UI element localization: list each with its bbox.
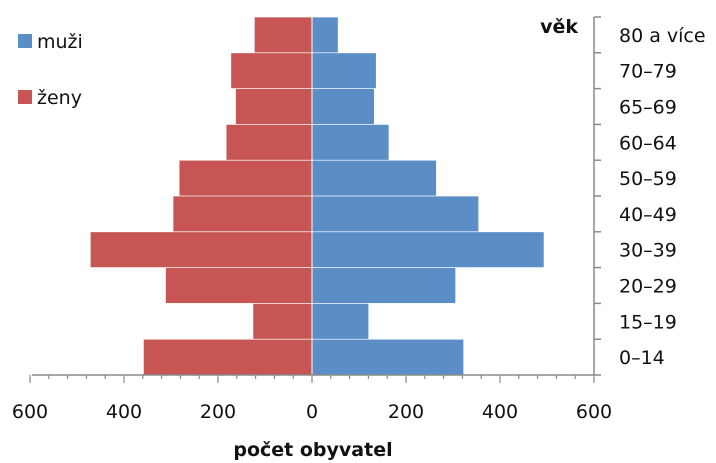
bar-zeny-40-49	[173, 196, 312, 232]
bar-muzi-50-59	[312, 160, 437, 196]
bar-muzi-15-19	[312, 303, 369, 339]
legend-swatch-zeny	[18, 90, 32, 104]
bar-zeny-65-69	[235, 88, 312, 125]
category-label-60-64: 60–64	[619, 132, 677, 154]
category-label-65-69: 65–69	[619, 97, 677, 119]
legend-label-zeny: ženy	[37, 87, 82, 109]
category-label-15-19: 15–19	[619, 311, 677, 333]
legend: muži ženy	[18, 31, 83, 109]
value-tick-label: 0	[306, 401, 318, 423]
value-tick-label: 600	[576, 401, 612, 423]
category-label-70-79: 70–79	[619, 61, 677, 83]
bars-group	[90, 17, 544, 375]
bar-muzi-20-29	[312, 267, 456, 304]
bar-zeny-30-39	[90, 232, 312, 268]
value-tick-label: 400	[106, 401, 142, 423]
value-tick-label: 200	[388, 401, 424, 423]
bar-zeny-50-59	[179, 160, 312, 196]
category-label-50-59: 50–59	[619, 168, 677, 190]
bar-muzi-30-39	[312, 232, 544, 268]
legend-label-muzi: muži	[37, 31, 83, 53]
x-axis-title: počet obyvatel	[233, 439, 392, 461]
category-label-40-49: 40–49	[619, 204, 677, 226]
y-axis-title: věk	[540, 16, 578, 38]
bar-zeny-70-79	[231, 53, 312, 89]
bar-muzi-70-79	[312, 53, 376, 89]
bar-muzi-60-64	[312, 124, 389, 160]
value-tick-label: 400	[482, 401, 518, 423]
labels-group: 0–14 15–19 20–29 30–39 40–49 50–59 60–64 65–69 7…	[12, 25, 706, 423]
bar-muzi-80-a-v-ce	[312, 17, 338, 53]
bar-zeny-0-14	[143, 339, 312, 375]
bar-muzi-0-14	[312, 339, 464, 375]
bar-zeny-60-64	[226, 124, 312, 160]
legend-swatch-muzi	[18, 34, 32, 48]
category-label-20-29: 20–29	[619, 276, 677, 298]
bar-muzi-65-69	[312, 88, 375, 125]
bar-zeny-20-29	[165, 267, 312, 304]
category-label-0-14: 0–14	[619, 347, 665, 369]
bar-zeny-15-19	[253, 303, 312, 339]
category-label-80-a-v-ce: 80 a více	[619, 25, 706, 47]
bar-muzi-40-49	[312, 196, 479, 232]
category-label-30-39: 30–39	[619, 240, 677, 262]
value-tick-label: 200	[200, 401, 236, 423]
axes-group	[29, 16, 601, 383]
bar-zeny-80-a-v-ce	[254, 17, 312, 53]
value-tick-label: 600	[12, 401, 48, 423]
